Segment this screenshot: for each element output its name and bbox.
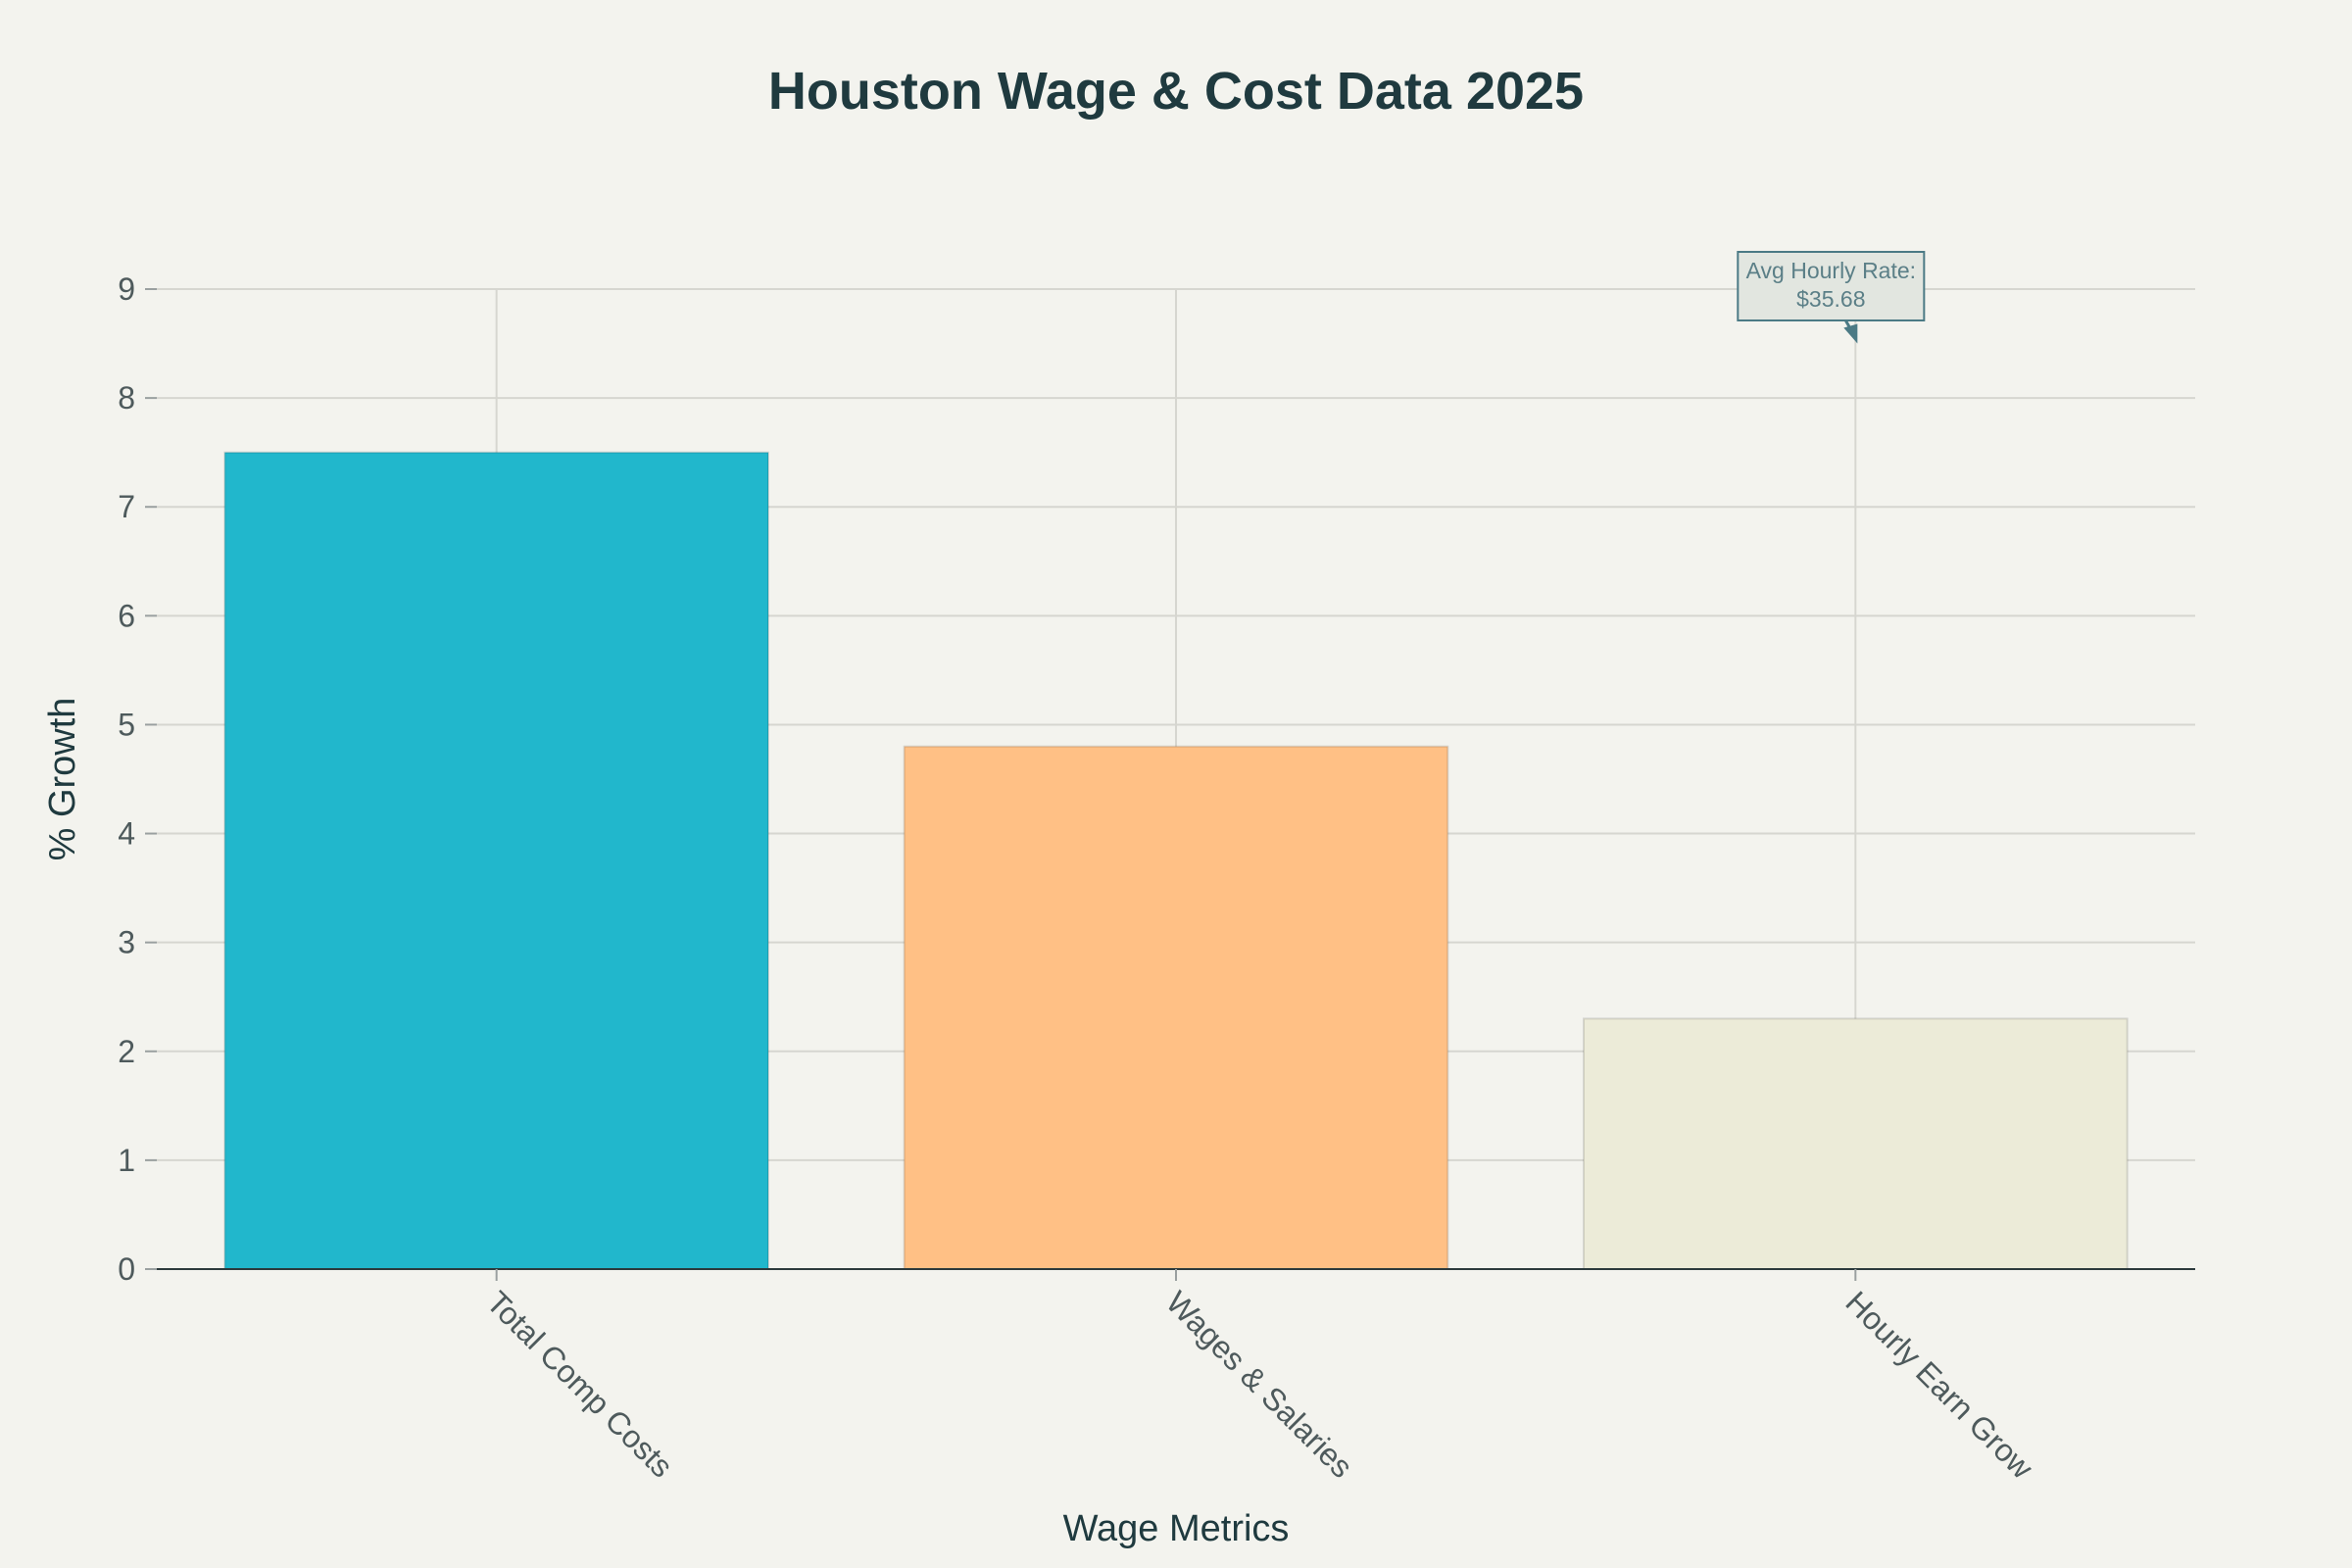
y-tick-label: 1 <box>118 1143 135 1178</box>
y-tick-label: 8 <box>118 380 135 416</box>
annotation-arrow-head <box>1843 323 1858 344</box>
bar-wages-salaries[interactable] <box>903 745 1449 1270</box>
bars <box>223 451 2129 1271</box>
y-axis-title: % Growth <box>42 698 83 861</box>
y-tick-label: 6 <box>118 598 135 633</box>
x-tick-label: Total Comp Costs <box>480 1284 680 1484</box>
annotation: Avg Hourly Rate: $35.68 <box>1737 251 1926 344</box>
annotation-text: Avg Hourly Rate: <box>1746 258 1916 283</box>
y-tick-label: 0 <box>118 1251 135 1287</box>
y-tick-label: 5 <box>118 707 135 742</box>
bar-total-comp-costs[interactable] <box>223 451 770 1270</box>
x-tick-label: Hourly Earn Grow <box>1838 1284 2040 1486</box>
y-tick-label: 4 <box>118 816 135 852</box>
annotation-box <box>1737 251 1926 321</box>
y-axis: 0 1 2 3 4 5 6 7 8 9 <box>118 271 157 1287</box>
y-tick-label: 9 <box>118 271 135 307</box>
bar-hourly-earn-grow[interactable] <box>1583 1017 2129 1271</box>
x-axis-title: Wage Metrics <box>1063 1508 1290 1549</box>
x-tick-label: Wages & Salaries <box>1159 1284 1359 1484</box>
y-tick-label: 3 <box>118 925 135 960</box>
chart-title: Houston Wage & Cost Data 2025 <box>767 62 1585 121</box>
annotation-text: $35.68 <box>1796 286 1865 312</box>
y-tick-label: 7 <box>118 489 135 524</box>
x-axis: Total Comp Costs Wages & Salaries Hourly E… <box>480 1269 2040 1486</box>
y-tick-label: 2 <box>118 1034 135 1069</box>
